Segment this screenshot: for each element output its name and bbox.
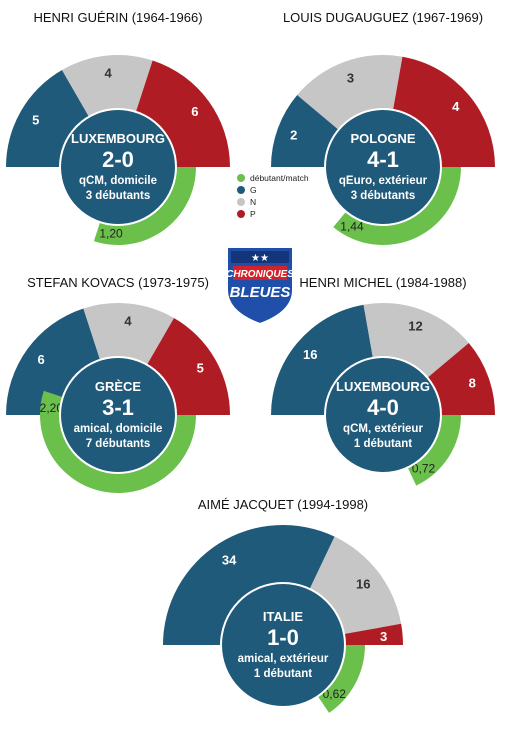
coach-chart-3: STEFAN KOVACS (1973-1975) 6 4 5 2,20 GRÈCE3-1… (6, 275, 230, 493)
slice-value-label: 4 (104, 66, 112, 81)
first-match-circle (59, 108, 177, 226)
first-match-opponent: ITALIE (263, 609, 304, 624)
first-match-context: amical, extérieur (238, 653, 329, 665)
first-match-opponent: GRÈCE (95, 379, 142, 394)
legend-swatch-N (237, 198, 245, 206)
slice-value-label: 12 (408, 319, 422, 334)
first-match-score: 4-1 (367, 147, 399, 172)
slice-value-label: 6 (38, 352, 45, 367)
debutants-per-match-label: 0,72 (412, 461, 436, 475)
result-slice-N (363, 303, 469, 380)
result-slice-P (135, 60, 230, 167)
coach-title: HENRI GUÉRIN (1964-1966) (33, 10, 202, 25)
logo-line2: BLEUES (230, 284, 291, 301)
debutants-per-match-label: 0,62 (323, 687, 347, 701)
logo-red-band (233, 266, 287, 280)
legend-swatch-G (237, 186, 245, 194)
coach-chart-2: LOUIS DUGAUGUEZ (1967-1969) 2 3 4 1,44 POLOGN… (271, 10, 495, 245)
result-slice-P (392, 56, 495, 167)
result-slice-N (83, 302, 174, 367)
debutants-ring-arc (316, 645, 365, 713)
first-match-opponent: LUXEMBOURG (336, 379, 430, 394)
result-slice-P (146, 318, 230, 415)
slice-value-label: 5 (197, 361, 204, 376)
logo-band (231, 251, 289, 263)
legend: débutant/match GNP (237, 173, 309, 219)
first-match-debutants: 3 débutants (351, 190, 416, 202)
debutants-per-match-label: 2,20 (40, 401, 64, 415)
first-match-opponent: POLOGNE (350, 131, 415, 146)
debutants-per-match-label: 1,20 (99, 227, 123, 241)
legend-label: débutant/match (250, 173, 309, 183)
slice-value-label: 34 (222, 553, 237, 568)
first-match-score: 2-0 (102, 147, 134, 172)
slice-value-label: 16 (356, 577, 370, 592)
slice-value-label: 4 (452, 99, 460, 114)
slice-value-label: 6 (191, 104, 198, 119)
first-match-context: amical, domicile (74, 423, 163, 435)
result-slice-G (163, 524, 335, 645)
chroniques-bleues-logo: ★★ CHRONIQUES BLEUES (226, 246, 294, 326)
result-slice-G (6, 70, 90, 167)
first-match-debutants: 7 débutants (86, 438, 151, 450)
debutants-ring-arc (333, 167, 461, 245)
result-slice-G (271, 304, 374, 415)
first-match-score: 1-0 (267, 625, 299, 650)
result-slice-G (271, 95, 341, 167)
logo-stars-icon: ★★ (251, 253, 269, 264)
result-slice-P (425, 343, 495, 415)
coach-chart-4: HENRI MICHEL (1984-1988) 16 12 8 0,72 LUXEMBO… (271, 275, 495, 486)
first-match-debutants: 3 débutants (86, 190, 151, 202)
coach-title: LOUIS DUGAUGUEZ (1967-1969) (283, 10, 483, 25)
result-slice-G (6, 308, 101, 415)
first-match-circle (220, 582, 346, 708)
coach-title: AIMÉ JACQUET (1994-1998) (198, 497, 368, 512)
coach-chart-1: HENRI GUÉRIN (1964-1966) 5 4 6 1,20 LUXEMBOUR… (6, 10, 230, 245)
slice-value-label: 5 (32, 113, 39, 128)
debutants-ring-arc (406, 415, 461, 486)
slice-value-label: 3 (347, 71, 354, 86)
slice-value-label: 8 (469, 376, 476, 391)
legend-label: G (250, 185, 257, 195)
first-match-context: qEuro, extérieur (339, 175, 428, 187)
first-match-circle (324, 356, 442, 474)
first-match-opponent: LUXEMBOURG (71, 131, 165, 146)
legend-swatch-debutants (237, 174, 245, 182)
slice-value-label: 3 (380, 629, 387, 644)
first-match-context: qCM, domicile (79, 175, 157, 187)
legend-label: N (250, 197, 256, 207)
first-match-score: 3-1 (102, 395, 134, 420)
result-slice-N (62, 55, 153, 119)
first-match-score: 4-0 (367, 395, 399, 420)
slice-value-label: 4 (124, 314, 132, 329)
debutants-ring-arc (40, 390, 197, 493)
first-match-debutants: 1 débutant (354, 438, 412, 450)
first-match-context: qCM, extérieur (343, 423, 423, 435)
coach-title: STEFAN KOVACS (1973-1975) (27, 275, 209, 290)
legend-label: P (250, 209, 256, 219)
coach-chart-5: AIMÉ JACQUET (1994-1998)341630,62ITALIE1… (163, 497, 403, 713)
logo-line1: CHRONIQUES (226, 269, 294, 280)
debutants-per-match-label: 1,44 (340, 219, 364, 233)
first-match-circle (324, 108, 442, 226)
first-match-debutants: 1 débutant (254, 668, 312, 680)
slice-value-label: 2 (290, 128, 297, 143)
result-slice-P (342, 623, 403, 645)
slice-value-label: 16 (303, 347, 317, 362)
first-match-circle (59, 356, 177, 474)
legend-swatch-P (237, 210, 245, 218)
result-slice-N (297, 55, 403, 132)
coach-title: HENRI MICHEL (1984-1988) (299, 275, 466, 290)
